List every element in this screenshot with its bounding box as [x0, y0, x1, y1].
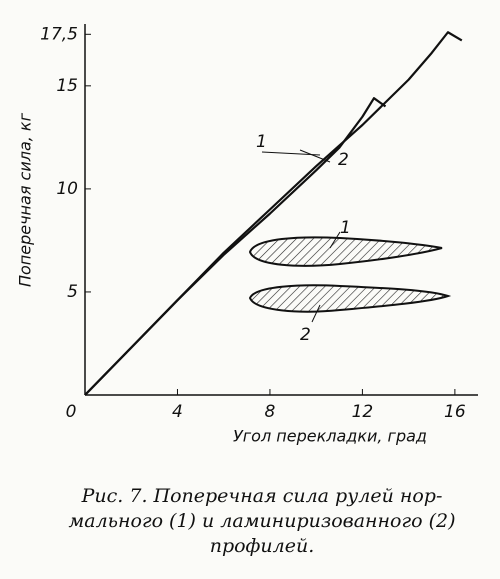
x-tick-label: 12	[352, 402, 374, 422]
caption: мального (1) и ламиниризованного (2)	[68, 510, 455, 532]
leader	[329, 231, 341, 249]
line	[84, 97, 387, 396]
caption: профилей.	[210, 535, 315, 557]
curve-label: 2	[338, 150, 349, 170]
x-tick-label: 8	[265, 402, 276, 422]
leader	[311, 304, 321, 323]
curve-label: 1	[256, 132, 267, 152]
x-tick-label: 4	[172, 402, 183, 422]
x-tick-label: 0	[66, 402, 77, 422]
profile-label: 1	[340, 218, 351, 238]
y-tick-label: 15	[56, 76, 78, 96]
line	[84, 31, 463, 396]
leader	[299, 149, 331, 163]
y-axis-label: Поперечная сила, кг	[16, 112, 35, 287]
profile-1	[248, 236, 443, 267]
profile-2	[248, 284, 452, 313]
caption: Рис. 7. Поперечная сила рулей нор-	[81, 485, 443, 507]
y-tick-label: 5	[67, 282, 78, 302]
profile-label: 2	[300, 325, 311, 345]
x-tick-label: 16	[444, 402, 466, 422]
x-axis-label: Угол перекладки, град	[233, 427, 427, 446]
y-tick-label: 10	[56, 179, 78, 199]
y-tick-label: 17,5	[40, 24, 78, 44]
